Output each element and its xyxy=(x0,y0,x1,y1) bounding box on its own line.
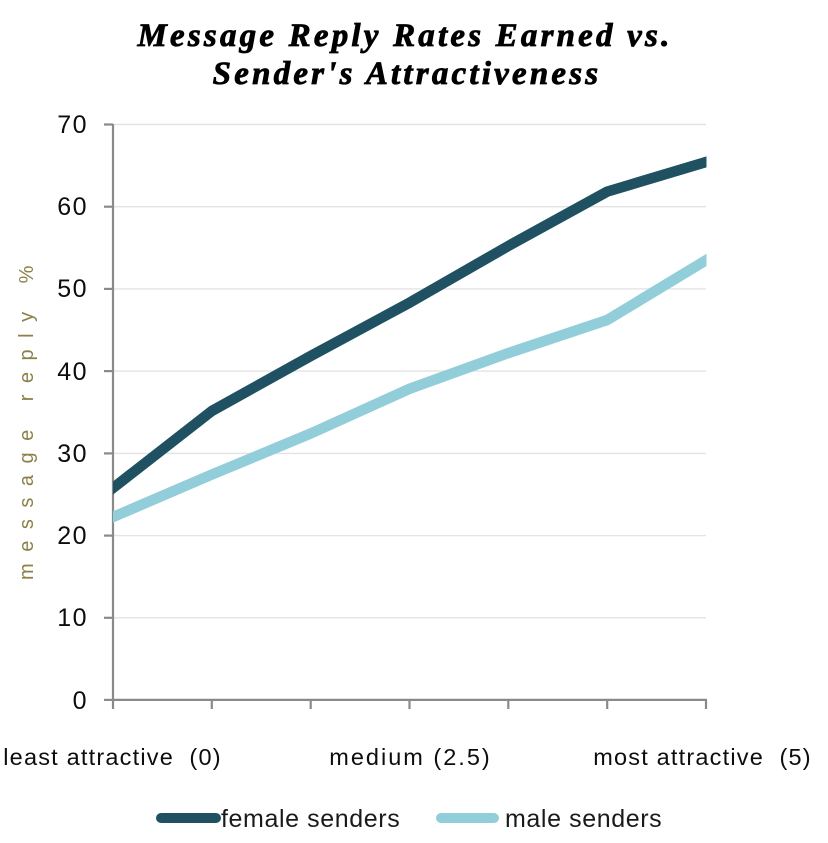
svg-text:20: 20 xyxy=(57,522,88,550)
svg-text:most attractive (5): most attractive (5) xyxy=(593,744,812,770)
svg-text:Message Reply Rates Earned vs.: Message Reply Rates Earned vs. xyxy=(136,18,672,54)
svg-text:female senders: female senders xyxy=(221,805,400,833)
svg-text:medium (2.5): medium (2.5) xyxy=(329,744,491,770)
svg-text:message reply %: message reply % xyxy=(16,254,38,580)
svg-text:70: 70 xyxy=(57,111,88,139)
svg-text:30: 30 xyxy=(57,440,88,468)
svg-text:40: 40 xyxy=(57,358,88,386)
svg-text:least attractive (0): least attractive (0) xyxy=(3,744,222,770)
svg-text:60: 60 xyxy=(57,193,88,221)
svg-text:50: 50 xyxy=(57,275,88,303)
svg-text:0: 0 xyxy=(73,687,88,715)
svg-text:Sender's Attractiveness: Sender's Attractiveness xyxy=(213,56,602,92)
svg-text:10: 10 xyxy=(57,604,88,632)
svg-text:male senders: male senders xyxy=(505,805,662,833)
